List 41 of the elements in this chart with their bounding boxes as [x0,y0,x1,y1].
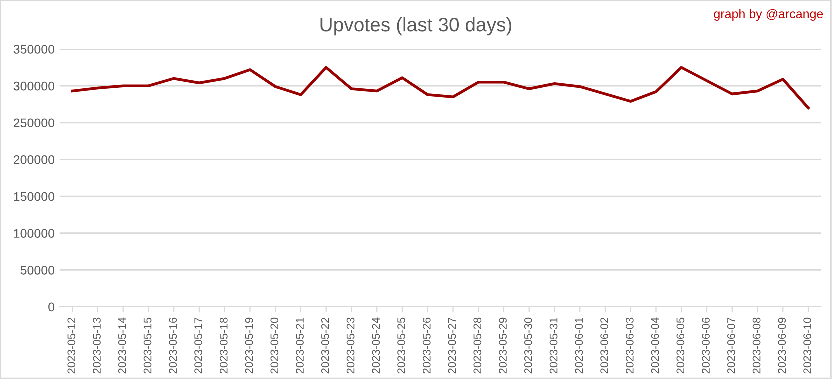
x-tick-label: 2023-06-07 [727,318,736,374]
x-tick-label: 2023-05-13 [93,318,101,374]
x-tick-label: 2023-06-04 [651,318,660,374]
x-tick-label: 2023-05-15 [144,318,152,374]
x-tick-label: 2023-06-02 [600,318,608,374]
x-tick-label: 2023-05-12 [68,318,76,374]
x-tick-label: 2023-05-18 [220,318,228,374]
x-tick-label: 2023-05-28 [474,318,482,374]
x-tick-label: 2023-05-27 [448,318,456,374]
y-tick-label: 50000 [20,266,55,275]
x-tick-label: 2023-06-03 [626,318,634,374]
x-tick-label: 2023-05-26 [422,318,431,374]
x-tick-label: 2023-06-09 [778,318,786,374]
x-tick-label: 2023-06-06 [702,318,710,374]
x-tick-label: 2023-05-29 [499,318,507,374]
y-tick-label: 200000 [14,156,55,164]
x-tick-label: 2023-05-25 [398,318,406,374]
chart-title: Upvotes (last 30 days) [320,17,512,36]
x-tick-label: 2023-05-21 [296,318,304,374]
x-tick-label: 2023-05-24 [372,318,380,374]
y-tick-label: 300000 [14,82,55,91]
y-tick-label: 0 [48,302,55,312]
line-series [71,66,810,110]
x-tick-label: 2023-05-22 [321,318,330,374]
x-tick-label: 2023-05-14 [118,318,126,374]
y-tick-label: 250000 [14,118,55,128]
y-tick-label: 350000 [14,45,55,54]
x-tick-label: 2023-05-30 [524,318,532,374]
x-tick-label: 2023-06-08 [752,318,761,374]
y-tick-label: 150000 [14,192,55,202]
x-tick-label: 2023-06-01 [575,318,584,374]
text: graph by @arcange [714,9,824,21]
y-tick-label: 100000 [14,229,55,238]
x-tick-label: 2023-05-17 [194,318,202,374]
x-tick-label: 2023-06-05 [676,318,685,374]
x-tick-label: 2023-05-31 [550,318,558,374]
x-tick-label: 2023-05-19 [245,318,254,374]
x-tick-label: 2023-06-10 [804,318,812,374]
x-tick-label: 2023-05-20 [270,318,279,374]
x-tick-label: 2023-05-23 [346,318,355,374]
x-tick-label: 2023-05-16 [169,318,178,374]
